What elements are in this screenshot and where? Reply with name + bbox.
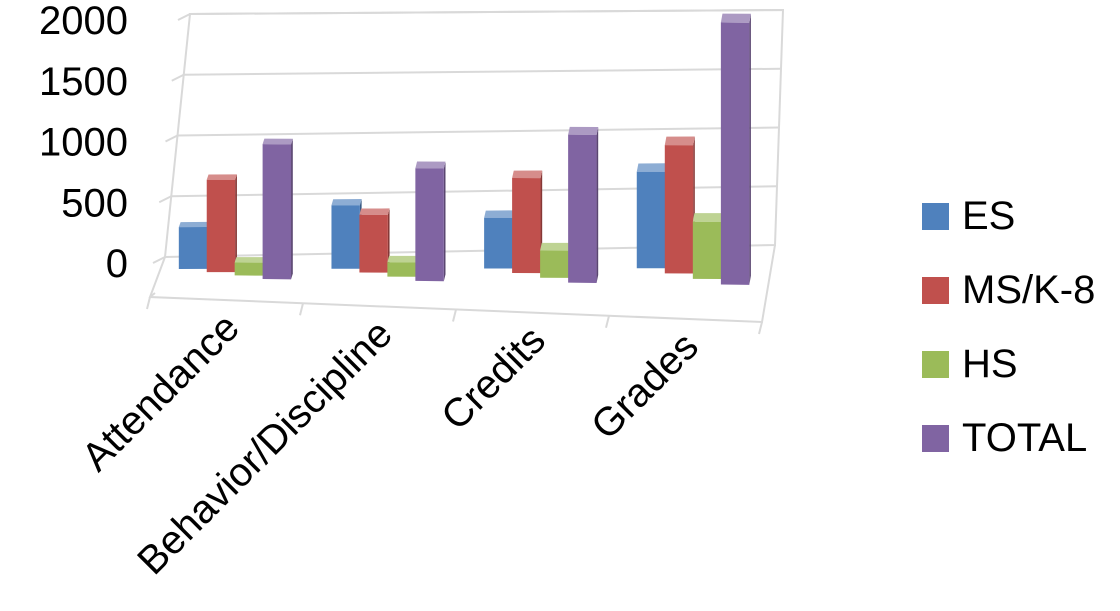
legend-swatch [922,351,949,378]
legend-label: TOTAL [962,416,1087,460]
bar-ES-Grades-top [636,163,667,172]
bar-HS-Behavior/Discipline [387,262,416,277]
bar-HS-Behavior/Discipline-top [387,255,418,263]
bar-HS-Grades [692,221,722,280]
gridline-side [177,13,191,21]
gridline [183,67,782,76]
bars [178,13,751,285]
bar-MS/K-8-Attendance [206,179,236,273]
gridline-side [171,73,185,82]
y-tick-label: 1500 [39,60,128,104]
bar-MS/K-8-Behavior/Discipline [359,214,388,273]
bar-MS/K-8-Grades [664,145,694,274]
gridline [177,126,780,137]
bar-TOTAL-Attendance-top [262,138,293,145]
legend-label: HS [962,342,1018,386]
bar-TOTAL-Attendance-side [291,138,293,280]
category-tick [146,296,151,310]
legend: ES MS/K-8 HS TOTAL [922,194,1095,460]
y-tick-label: 0 [106,242,128,286]
x-tick-label: Attendance [74,305,248,479]
bar-ES-Behavior/Discipline [331,205,360,269]
bar-ES-Grades [636,171,666,269]
category-tick [299,303,304,316]
legend-swatch [922,425,949,452]
bar-TOTAL-Credits-side [596,127,599,284]
gridline-side [152,256,166,264]
bar-ES-Credits-top [484,210,515,218]
bar-MS/K-8-Attendance-top [206,174,237,180]
bar-HS-Attendance [234,262,264,276]
bar-TOTAL-Behavior/Discipline-top [415,161,446,169]
bar-TOTAL-Credits-top [568,126,599,136]
bar-MS/K-8-Credits-top [512,170,543,179]
legend-label: ES [962,194,1015,238]
category-tick [452,309,457,322]
category-tick [758,321,763,335]
gridline [189,9,784,15]
category-tick [605,315,610,328]
bar-MS/K-8-Behavior/Discipline-top [359,208,390,215]
y-axis-ticks: 0 500 1000 1500 2000 [39,0,128,286]
bar-ES-Credits [484,217,513,269]
bar-ES-Attendance-top [178,221,210,228]
legend-swatch [922,203,949,230]
bar-TOTAL-Grades-top [720,13,751,23]
bar-MS/K-8-Grades-top [664,136,695,146]
bar-TOTAL-Attendance [262,144,292,280]
bar-HS-Attendance-top [234,257,265,263]
bar-MS/K-8-Credits [512,178,541,274]
x-tick-label: Grades [583,324,707,448]
bar-ES-Behavior/Discipline-top [331,198,362,206]
bar-HS-Credits [540,250,569,278]
legend-swatch [922,277,949,304]
bar-HS-Credits-top [540,242,571,251]
y-tick-label: 1000 [39,121,128,165]
gridline-side [158,195,172,204]
y-tick-label: 500 [61,181,128,225]
bar-TOTAL-Credits [568,134,597,284]
y-tick-label: 2000 [39,0,128,43]
bar-TOTAL-Grades [720,22,750,285]
bar-MS/K-8-Attendance-side [235,174,237,273]
floor-edge [149,292,156,298]
bar-TOTAL-Behavior/Discipline-side [443,161,446,282]
bar-ES-Attendance [178,227,208,269]
bar-TOTAL-Behavior/Discipline [415,168,444,282]
gridline-side [165,134,178,143]
legend-label: MS/K-8 [962,268,1095,312]
x-tick-label: Credits [433,318,554,439]
bar-HS-Grades-top [692,213,723,222]
bar-TOTAL-Grades-side [749,13,751,285]
